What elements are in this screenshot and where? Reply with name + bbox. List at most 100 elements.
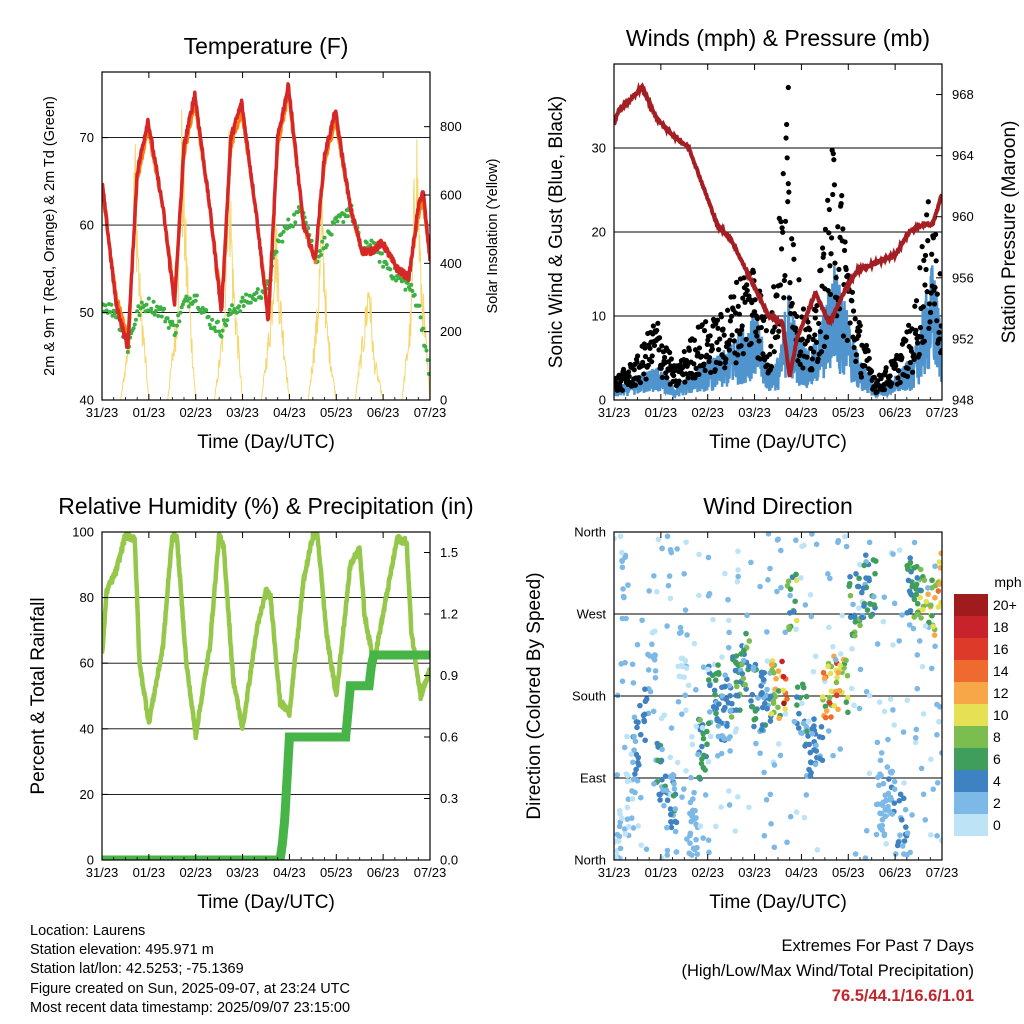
gust-point [706,354,713,361]
gust-point [787,310,794,317]
wind-direction-point [805,733,811,739]
wind-direction-point [719,654,725,660]
wind-direction-point [876,699,883,705]
wind-direction-point [630,776,637,782]
wind-direction-point [649,641,655,648]
gust-point [758,324,764,331]
gust-point [744,282,750,288]
gust-point [753,329,759,335]
wind-direction-point [898,817,905,823]
x-tick-label: 05/23 [832,865,865,880]
gust-point [831,157,837,163]
gust-point [840,226,846,232]
wind-direction-point [910,625,917,632]
wind-direction-point [705,677,712,683]
gust-point [701,327,708,334]
gust-point [642,345,648,351]
dewpoint-point [276,239,281,244]
temperature-2m-line [102,82,430,350]
wind-direction-point [631,714,638,721]
dewpoint-point [163,319,168,324]
gust-point [796,277,802,283]
wind-direction-point [791,718,798,725]
wind-direction-point [721,570,728,577]
wind-direction-point [705,593,712,599]
wind-direction-point [713,823,719,830]
wind-direction-point [825,663,831,670]
wind-direction-point [726,788,732,794]
wind-direction-point [685,682,692,689]
wind-direction-point [856,705,863,712]
gust-point [699,322,705,328]
wind-direction-point [723,696,729,702]
wind-direction-point [693,686,699,693]
dewpoint-point [306,226,311,231]
gust-point [808,345,814,351]
gust-point [821,251,827,257]
wind-direction-point [855,583,862,590]
wind-direction-point [899,612,905,618]
wind-direction-point [727,707,734,714]
gust-point [682,379,688,385]
dewpoint-point [412,292,417,297]
gust-point [637,380,644,386]
gust-point [667,349,673,356]
wind-direction-point [635,719,641,726]
latlon-text: Station lat/lon: 42.5253; -75.1369 [30,961,244,978]
y-tick-label: 50 [80,305,94,320]
gust-point [743,336,749,342]
wind-direction-point [622,659,628,666]
gust-point [818,349,825,355]
gust-point [695,350,701,356]
wind-direction-point [843,699,850,705]
gust-point [791,256,797,262]
wind-direction-point [743,686,749,692]
y-right-tick-label: 960 [952,209,974,224]
wind-direction-point [618,549,625,556]
x-tick-label: 02/23 [179,865,212,880]
wind-direction-point [705,837,712,843]
colorbar-swatch [954,814,988,836]
wind-direction-point [698,760,705,767]
dewpoint-point [410,288,415,293]
gust-point [933,258,939,264]
x-tick-label: 04/23 [273,865,306,880]
wind-direction-point [912,739,919,746]
gust-point [754,333,760,339]
wind-direction-point [809,725,816,732]
gust-point [865,348,871,354]
dewpoint-point [248,300,253,305]
y-right-tick-label: 200 [440,324,462,339]
wind-direction-point [782,711,789,717]
dewpoint-point [135,309,140,314]
gust-point [883,365,889,371]
gust-point [857,328,863,334]
wind-direction-point [677,673,684,680]
y-tick-label: 20 [592,225,606,240]
wind-direction-point [809,532,815,537]
wind-direction-point [847,573,853,580]
gust-point [782,272,788,279]
wind-direction-point [896,547,903,553]
wind-direction-point [932,594,938,601]
colorbar-label: 20+ [993,597,1017,613]
wind-direction-point [830,643,836,650]
wind-direction-point [807,759,814,765]
dewpoint-point [227,307,232,312]
dewpoint-point [391,275,396,280]
wind-direction-point [876,782,882,789]
gust-point [729,332,735,338]
extremes-subheading: (High/Low/Max Wind/Total Precipitation) [681,962,974,980]
wind-direction-point [934,731,940,738]
wind-direction-point [682,607,689,613]
wind-direction-point [768,661,775,668]
dewpoint-point [230,303,235,308]
gust-point [750,269,757,275]
dewpoint-point [265,279,270,284]
wind-direction-point [936,718,942,725]
dewpoint-point [165,316,170,321]
wind-direction-point [728,714,735,720]
wind-direction-point [897,832,903,838]
wind-direction-point [778,584,784,591]
dewpoint-point [156,313,161,318]
